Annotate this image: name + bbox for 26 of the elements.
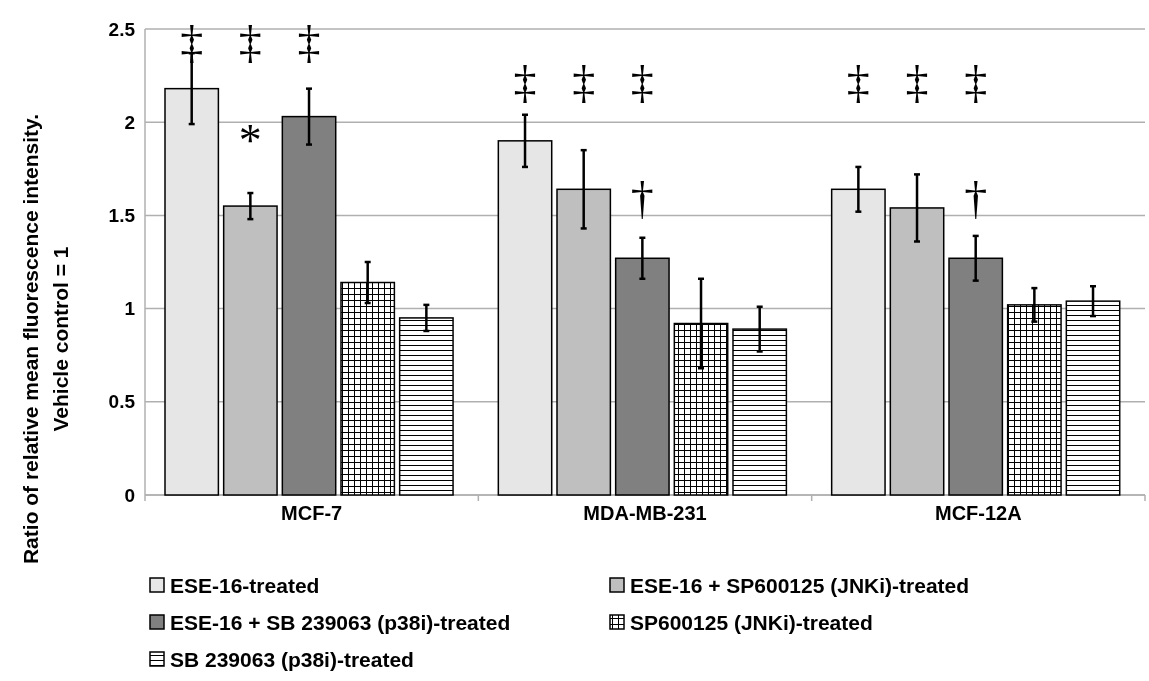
x-tick-label: MDA-MB-231 <box>583 502 707 524</box>
annotation: ‡ <box>297 16 321 68</box>
legend-label: ESE-16 + SP600125 (JNKi)-treated <box>630 573 970 597</box>
annotation: † <box>630 172 654 224</box>
annotation: ‡ <box>238 16 262 68</box>
y-tick-label: 2.5 <box>108 18 136 40</box>
x-tick-label: MCF-7 <box>281 502 343 524</box>
annotation: ‡ <box>572 56 596 108</box>
y-tick-label: 2 <box>124 111 135 133</box>
annotation: ‡ <box>630 56 654 108</box>
y-tick-label: 0.5 <box>108 391 136 413</box>
annotation: * <box>238 114 262 166</box>
legend-label: ESE-16-treated <box>170 573 320 597</box>
annotation: ‡ <box>846 56 870 108</box>
legend-label: SB 239063 (p38i)-treated <box>170 647 414 671</box>
annotation: ‡ <box>905 56 929 108</box>
legend-label: SP600125 (JNKi)-treated <box>630 610 873 634</box>
y-tick-label: 1 <box>124 298 136 320</box>
y-tick-label: 1.5 <box>108 204 136 226</box>
annotation: ‡ <box>964 56 988 108</box>
annotation: ‡ <box>513 56 537 108</box>
x-tick-label: MCF-12A <box>935 502 1022 524</box>
y-axis-title: Ratio of relative mean fluorescence intensity. Vehicle control = 1 <box>19 113 72 565</box>
annotation: † <box>964 172 988 224</box>
y-tick-label: 0 <box>124 484 135 506</box>
legend-label: ESE-16 + SB 239063 (p38i)-treated <box>170 610 511 634</box>
